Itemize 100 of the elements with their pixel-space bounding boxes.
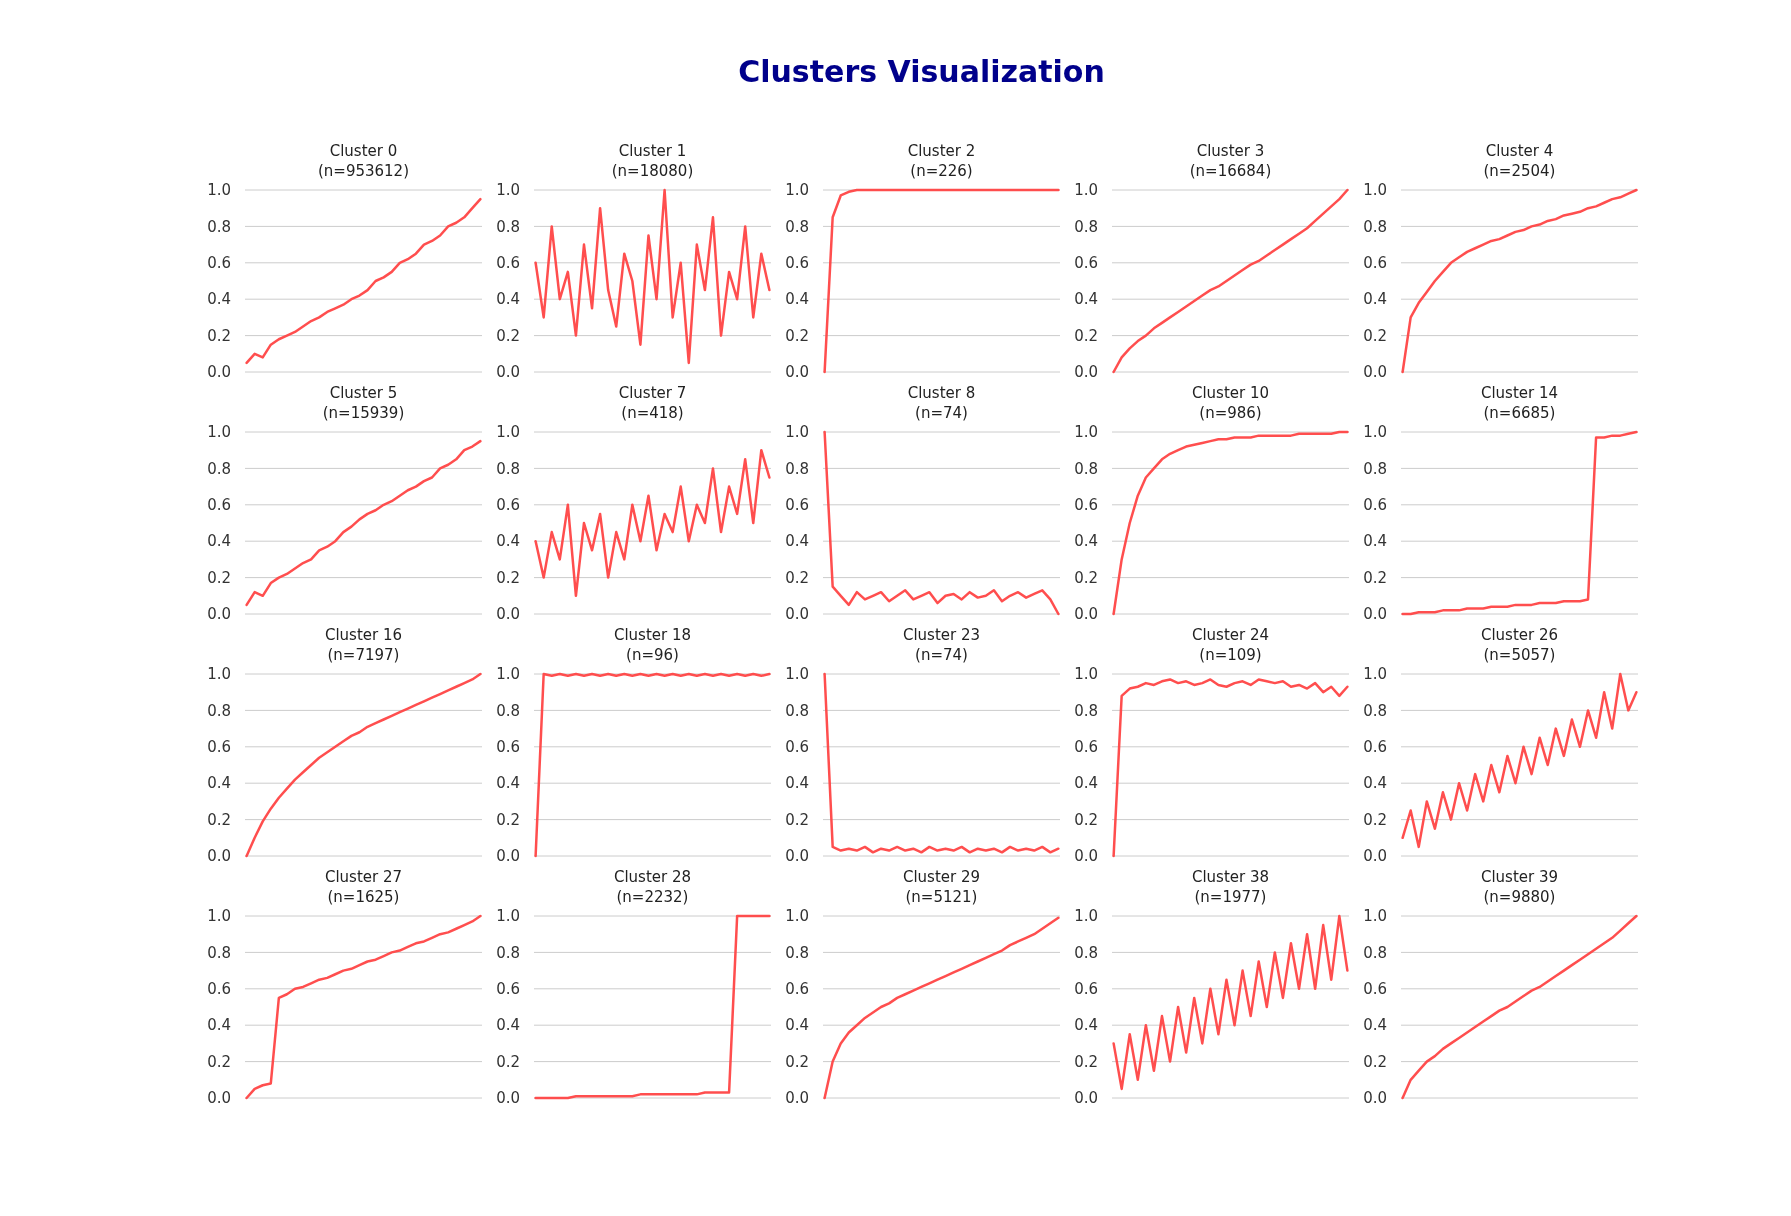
y-tick-label: 0.8	[785, 943, 809, 962]
y-tick-label: 0.8	[496, 459, 520, 478]
y-tick-label: 0.4	[207, 532, 231, 551]
y-tick-label: 1.0	[207, 665, 231, 684]
y-tick-label: 0.2	[1074, 568, 1098, 587]
y-tick-label: 0.0	[1074, 363, 1098, 382]
y-tick-label: 0.8	[496, 701, 520, 720]
y-tick-label: 1.0	[785, 181, 809, 200]
y-tick-label: 0.4	[207, 1016, 231, 1035]
y-tick-label: 1.0	[496, 665, 520, 684]
y-tick-label: 0.4	[207, 290, 231, 309]
y-tick-label: 0.0	[496, 363, 520, 382]
y-tick-label: 0.0	[1363, 605, 1387, 624]
y-tick-label: 1.0	[496, 181, 520, 200]
y-tick-label: 0.2	[785, 810, 809, 829]
y-tick-label: 0.6	[207, 496, 231, 515]
y-tick-label: 0.0	[785, 363, 809, 382]
chart-title: Cluster 14 (n=6685)	[1480, 384, 1559, 422]
chart-title: Cluster 8 (n=74)	[907, 384, 976, 422]
y-tick-label: 0.6	[1074, 980, 1098, 999]
y-tick-label: 0.6	[496, 496, 520, 515]
y-tick-label: 0.6	[207, 980, 231, 999]
line-series	[823, 916, 1060, 1100]
y-tick-label: 0.8	[207, 217, 231, 236]
y-tick-label: 0.6	[1363, 496, 1387, 515]
y-tick-label: 0.6	[496, 980, 520, 999]
chart-title: Cluster 1 (n=18080)	[611, 142, 694, 180]
line-series	[1112, 430, 1349, 616]
y-tick-label: 0.2	[207, 1052, 231, 1071]
line-series	[1112, 678, 1349, 858]
line-series	[245, 914, 482, 1100]
y-tick-label: 0.6	[785, 980, 809, 999]
y-tick-label: 0.2	[1363, 326, 1387, 345]
y-tick-label: 0.6	[1074, 254, 1098, 273]
y-tick-label: 0.4	[785, 532, 809, 551]
chart-title: Cluster 5 (n=15939)	[322, 384, 405, 422]
y-tick-label: 1.0	[1363, 907, 1387, 926]
y-tick-label: 0.6	[496, 254, 520, 273]
y-tick-label: 0.4	[207, 774, 231, 793]
y-tick-label: 0.0	[1363, 363, 1387, 382]
y-tick-label: 0.8	[1363, 701, 1387, 720]
y-tick-label: 0.0	[1074, 847, 1098, 866]
y-tick-label: 0.2	[207, 568, 231, 587]
y-tick-label: 0.4	[1363, 532, 1387, 551]
y-tick-label: 0.0	[496, 847, 520, 866]
y-tick-label: 0.8	[207, 701, 231, 720]
chart-title: Cluster 29 (n=5121)	[902, 868, 981, 906]
line-series	[534, 188, 771, 365]
y-tick-label: 0.2	[1363, 1052, 1387, 1071]
y-tick-label: 0.4	[496, 1016, 520, 1035]
y-tick-label: 0.2	[1074, 326, 1098, 345]
y-tick-label: 0.8	[1074, 217, 1098, 236]
y-tick-label: 0.6	[207, 254, 231, 273]
y-tick-label: 0.8	[1074, 459, 1098, 478]
y-tick-label: 0.2	[1363, 568, 1387, 587]
chart-title: Cluster 28 (n=2232)	[613, 868, 692, 906]
line-series	[245, 672, 482, 858]
line-series	[1112, 914, 1349, 1091]
y-tick-label: 0.2	[785, 1052, 809, 1071]
y-tick-label: 0.6	[1074, 738, 1098, 757]
y-tick-label: 0.6	[785, 254, 809, 273]
y-tick-label: 0.4	[496, 532, 520, 551]
chart-title: Cluster 3 (n=16684)	[1189, 142, 1272, 180]
y-tick-label: 1.0	[1074, 665, 1098, 684]
y-tick-label: 1.0	[207, 181, 231, 200]
y-tick-label: 0.0	[207, 605, 231, 624]
y-tick-label: 0.4	[1074, 774, 1098, 793]
y-tick-label: 0.2	[496, 1052, 520, 1071]
chart-title: Cluster 27 (n=1625)	[324, 868, 403, 906]
y-tick-label: 0.0	[207, 363, 231, 382]
y-tick-label: 1.0	[1363, 423, 1387, 442]
y-tick-label: 0.0	[785, 1089, 809, 1108]
y-tick-label: 0.2	[1074, 1052, 1098, 1071]
y-tick-label: 0.0	[496, 1089, 520, 1108]
y-tick-label: 0.2	[207, 326, 231, 345]
y-tick-label: 0.2	[496, 326, 520, 345]
chart-title: Cluster 7 (n=418)	[618, 384, 687, 422]
y-tick-label: 0.8	[1074, 701, 1098, 720]
chart-title: Cluster 10 (n=986)	[1191, 384, 1270, 422]
y-tick-label: 0.4	[496, 290, 520, 309]
y-tick-label: 0.2	[207, 810, 231, 829]
y-tick-label: 0.0	[1074, 1089, 1098, 1108]
line-series	[823, 672, 1060, 854]
line-series	[1401, 430, 1638, 616]
y-tick-label: 0.2	[1363, 810, 1387, 829]
y-tick-label: 1.0	[785, 907, 809, 926]
y-tick-label: 0.8	[496, 217, 520, 236]
y-tick-label: 1.0	[1074, 423, 1098, 442]
line-series	[823, 430, 1060, 616]
y-tick-label: 0.0	[785, 847, 809, 866]
chart-title: Cluster 26 (n=5057)	[1480, 626, 1559, 664]
y-tick-label: 0.8	[1074, 943, 1098, 962]
y-tick-label: 0.0	[207, 847, 231, 866]
y-tick-label: 0.0	[785, 605, 809, 624]
y-tick-label: 0.4	[1074, 532, 1098, 551]
y-tick-label: 0.8	[1363, 217, 1387, 236]
y-tick-label: 0.4	[1074, 290, 1098, 309]
y-tick-label: 1.0	[207, 423, 231, 442]
y-tick-label: 0.8	[207, 943, 231, 962]
line-series	[1401, 914, 1638, 1100]
